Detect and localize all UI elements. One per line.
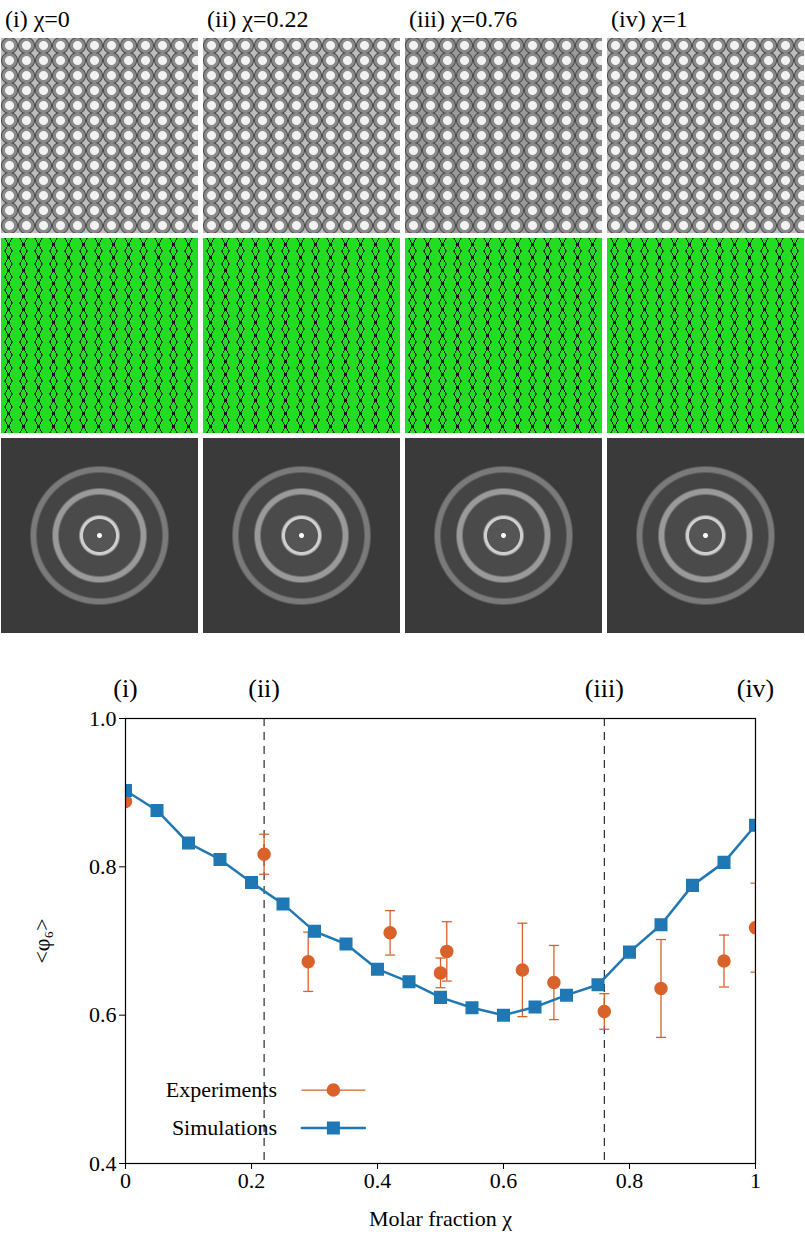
html-text:(iv) χ=1: (iv) χ=1: [611, 6, 688, 32]
svg-text:0.8: 0.8: [616, 1168, 644, 1193]
svg-text:0.6: 0.6: [89, 1002, 117, 1027]
svg-text:(iv): (iv): [737, 674, 775, 703]
html-text:(iii) χ=0.76: (iii) χ=0.76: [409, 6, 518, 32]
svg-text:0.6: 0.6: [490, 1168, 518, 1193]
html-text:(i) χ=0: (i) χ=0: [5, 6, 70, 32]
svg-text:Experiments: Experiments: [166, 1077, 277, 1102]
svg-text:(ii): (ii): [248, 674, 280, 703]
svg-text:0.4: 0.4: [364, 1168, 392, 1193]
svg-text:0.8: 0.8: [89, 854, 117, 879]
html-text:(ii) χ=0.22: (ii) χ=0.22: [207, 6, 309, 32]
svg-text:0: 0: [120, 1168, 131, 1193]
svg-text:Molar fraction χ: Molar fraction χ: [369, 1206, 512, 1231]
svg-text:Simulations: Simulations: [172, 1115, 277, 1140]
svg-text:0.4: 0.4: [89, 1151, 117, 1176]
svg-text:1: 1: [750, 1168, 761, 1193]
svg-text:(i): (i): [113, 674, 138, 703]
svg-text:0.2: 0.2: [238, 1168, 266, 1193]
svg-text:1.0: 1.0: [89, 706, 117, 731]
svg-text:<φ₆>: <φ₆>: [29, 918, 54, 963]
svg-text:(iii): (iii): [585, 674, 624, 703]
